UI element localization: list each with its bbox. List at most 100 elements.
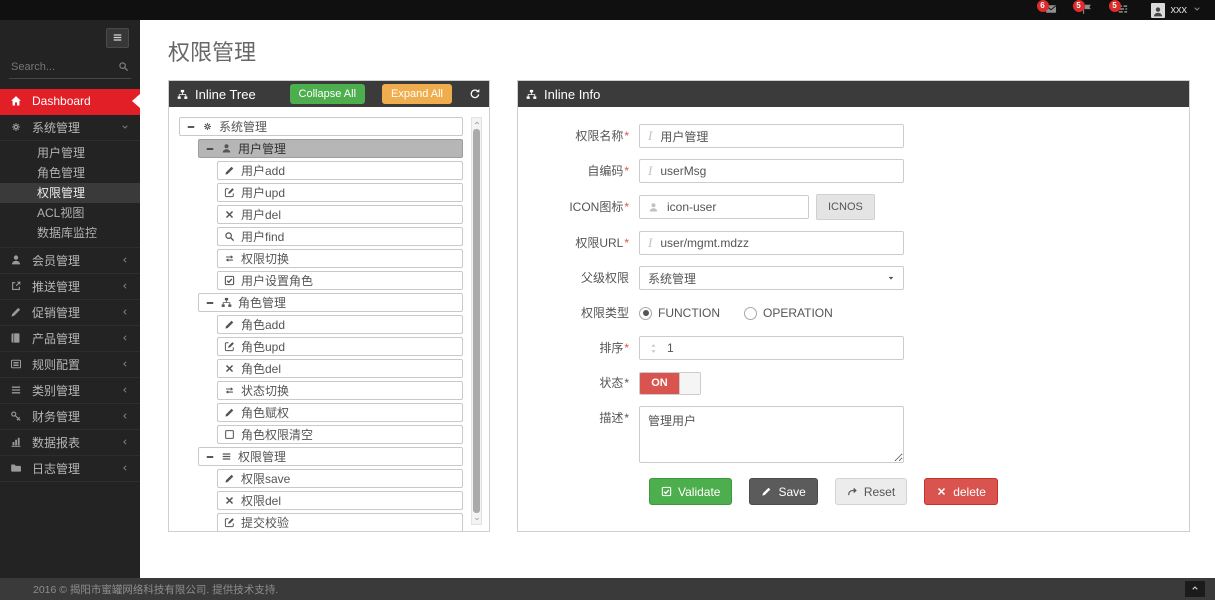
collapse-all-button[interactable]: Collapse All [289, 84, 366, 104]
sidebar-item-系统管理[interactable]: 系统管理 [0, 115, 140, 141]
icon-picker-button[interactable]: ICNOS [816, 194, 875, 220]
tree-node-权限del[interactable]: 权限del [217, 491, 463, 510]
tree-node-用户管理[interactable]: 用户管理 [198, 139, 463, 158]
sidebar-item-数据报表[interactable]: 数据报表 [0, 430, 140, 456]
collapse-toggle-icon[interactable] [205, 452, 215, 462]
tree-node-用户设置角色[interactable]: 用户设置角色 [217, 271, 463, 290]
sort-row: 排序* 1 [518, 336, 1189, 360]
sidebar-item-促销管理[interactable]: 促销管理 [0, 300, 140, 326]
sort-input[interactable]: 1 [639, 336, 904, 360]
sidebar-subitem-ACL视图[interactable]: ACL视图 [37, 205, 85, 220]
sidebar-item-label: 规则配置 [32, 357, 81, 372]
collapse-toggle-icon[interactable] [186, 122, 196, 132]
tree-node-权限save[interactable]: 权限save [217, 469, 463, 488]
tree-node-用户find[interactable]: 用户find [217, 227, 463, 246]
tree-node-用户add[interactable]: 用户add [217, 161, 463, 180]
sidebar-item-类别管理[interactable]: 类别管理 [0, 378, 140, 404]
sidebar-subitem-数据库监控[interactable]: 数据库监控 [37, 225, 98, 240]
tree-node-权限切换[interactable]: 权限切换 [217, 249, 463, 268]
sidebar-item-规则配置[interactable]: 规则配置 [0, 352, 140, 378]
tree-node-角色del[interactable]: 角色del [217, 359, 463, 378]
tree-node-label: 角色赋权 [241, 406, 290, 420]
validate-button[interactable]: Validate [649, 478, 733, 505]
button-label: Reset [863, 484, 896, 499]
description-row: 描述* [518, 406, 1189, 463]
tree-scrollbar[interactable] [471, 117, 482, 525]
scrollbar-thumb[interactable] [473, 129, 480, 513]
sidebar-item-推送管理[interactable]: 推送管理 [0, 274, 140, 300]
tree-node-角色管理[interactable]: 角色管理 [198, 293, 463, 312]
pencil-icon [224, 165, 235, 176]
chevron-down-icon [121, 123, 130, 131]
topbar-tasks-button[interactable]: 5 [1108, 0, 1131, 17]
sidebar-item-会员管理[interactable]: 会员管理 [0, 248, 140, 274]
permission-type-radio-FUNCTION[interactable]: FUNCTION [639, 306, 720, 320]
tree-node-角色upd[interactable]: 角色upd [217, 337, 463, 356]
sidebar-item-label: 类别管理 [32, 383, 81, 398]
collapse-toggle-icon[interactable] [205, 298, 215, 308]
status-toggle[interactable]: ON [639, 371, 701, 395]
sidebar-subitem-权限管理[interactable]: 权限管理 [0, 182, 140, 203]
permission-name-input[interactable]: I 用户管理 [639, 124, 904, 148]
sidebar-item-label: 财务管理 [32, 409, 81, 424]
main-content: 权限管理 Inline Tree Collapse All Expand All… [140, 20, 1215, 578]
sidebar-item-产品管理[interactable]: 产品管理 [0, 326, 140, 352]
toggle-knob[interactable] [679, 372, 700, 394]
tree-node-角色add[interactable]: 角色add [217, 315, 463, 334]
parent-permission-select[interactable]: 系统管理 [639, 266, 904, 290]
radio-checked-icon[interactable] [639, 306, 652, 320]
sidebar-toggle-button[interactable] [106, 28, 129, 48]
sidebar-subitem-角色管理[interactable]: 角色管理 [37, 165, 86, 180]
topbar-flag-button[interactable]: 5 [1072, 0, 1095, 17]
description-textarea[interactable] [639, 406, 904, 463]
expand-all-button[interactable]: Expand All [382, 84, 452, 104]
user-icon [10, 254, 23, 266]
parent-permission-label: 父级权限 [580, 271, 629, 285]
sidebar-item-Dashboard[interactable]: Dashboard [0, 88, 140, 115]
icon-input[interactable]: icon-user [639, 195, 809, 219]
sort-icon [648, 343, 659, 354]
parent-permission-control: 系统管理 [639, 266, 904, 290]
scrollbar-up-icon[interactable] [474, 118, 480, 128]
code-label: 自编码* [587, 164, 629, 178]
scrollbar-down-icon[interactable] [474, 514, 480, 524]
delete-button[interactable]: delete [924, 478, 998, 505]
sort-control: 1 [639, 336, 904, 360]
save-button[interactable]: Save [749, 478, 818, 505]
permission-type-radio-OPERATION[interactable]: OPERATION [744, 306, 833, 320]
radio-unchecked-icon[interactable] [744, 306, 757, 320]
tree-node-权限管理[interactable]: 权限管理 [198, 447, 463, 466]
tree-node-状态切换[interactable]: 状态切换 [217, 381, 463, 400]
permission-type-control: FUNCTION OPERATION [639, 301, 833, 325]
tree-node-用户del[interactable]: 用户del [217, 205, 463, 224]
page-title: 权限管理 [168, 40, 257, 65]
user-icon [221, 143, 232, 154]
permission-name-control: I 用户管理 [639, 124, 904, 148]
footer-text: 2016 © 揭阳市蜜罐网络科技有限公司. 提供技术支持. [33, 583, 279, 596]
tree-node-角色权限清空[interactable]: 角色权限清空 [217, 425, 463, 444]
scroll-to-top-button[interactable] [1185, 581, 1205, 597]
topbar-envelope-button[interactable]: 6 [1036, 0, 1059, 17]
tree-node-角色赋权[interactable]: 角色赋权 [217, 403, 463, 422]
pencil-icon [10, 306, 23, 318]
sidebar-item-label: 日志管理 [32, 461, 81, 476]
tree-node-系统管理[interactable]: 系统管理 [179, 117, 463, 136]
gears-icon [10, 121, 23, 133]
search-input[interactable] [11, 61, 114, 74]
sidebar-item-日志管理[interactable]: 日志管理 [0, 456, 140, 482]
user-menu[interactable]: xxx [1150, 2, 1202, 18]
reset-button[interactable]: Reset [834, 478, 908, 505]
tree-node-提交校验[interactable]: 提交校验 [217, 513, 463, 531]
tree-node-label: 角色管理 [238, 296, 287, 310]
input-value: icon-user [667, 200, 717, 214]
sidebar-item-财务管理[interactable]: 财务管理 [0, 404, 140, 430]
collapse-toggle-icon[interactable] [205, 144, 215, 154]
refresh-icon[interactable] [469, 88, 481, 100]
tree-node-用户upd[interactable]: 用户upd [217, 183, 463, 202]
inline-tree-panel: Inline Tree Collapse All Expand All 系统管理… [168, 80, 490, 532]
sidebar-subitem-用户管理[interactable]: 用户管理 [37, 145, 86, 160]
